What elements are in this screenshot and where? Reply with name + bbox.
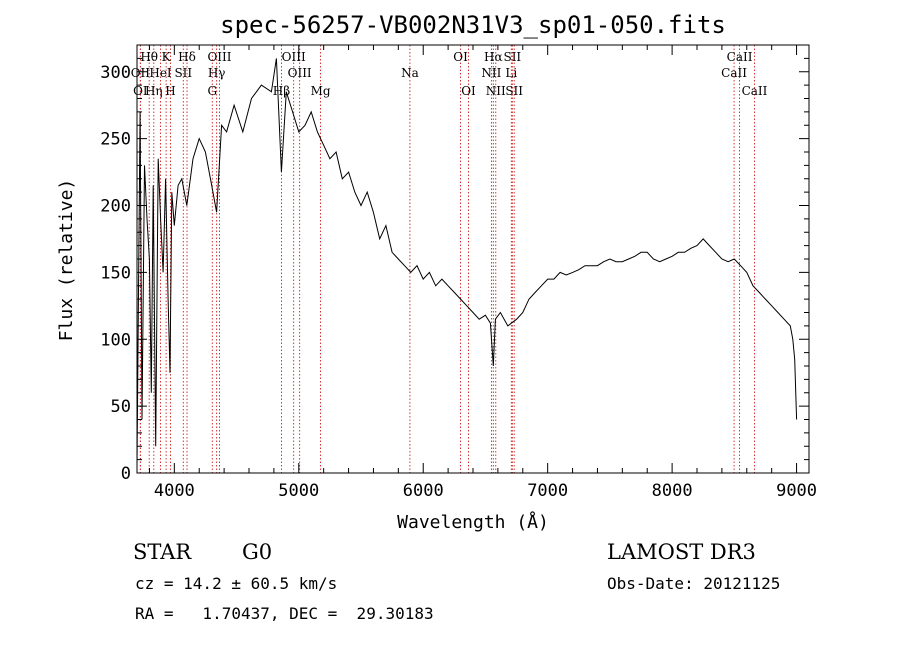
marker-label-8: CaII (727, 50, 753, 64)
marker-label-6: Hα (484, 50, 503, 64)
marker-label-2: Hδ (178, 50, 196, 64)
y-axis-label: Flux (relative) (56, 179, 77, 342)
marker-label-1: K (162, 50, 172, 64)
y-axis: 0 50 100 150 200 250 300 (100, 44, 809, 484)
marker-label-23: Mg (311, 84, 331, 98)
y-tick-label: 250 (100, 130, 131, 150)
marker-label-20: H (165, 84, 175, 98)
marker-label-4: OIII (282, 50, 306, 64)
marker-label-13: OIII (288, 66, 312, 80)
marker-label-5: OI (453, 50, 468, 64)
y-tick-label: 150 (100, 263, 131, 283)
marker-label-7: SII (503, 50, 521, 64)
marker-label-0: Hθ (140, 50, 158, 64)
marker-label-26: SII (505, 84, 523, 98)
x-tick-label: 6000 (403, 481, 444, 501)
x-tick-label: 7000 (527, 481, 568, 501)
y-tick-label: 200 (100, 197, 131, 217)
marker-label-3: OIII (207, 50, 231, 64)
marker-label-24: OI (461, 84, 476, 98)
marker-label-15: NII (481, 66, 501, 80)
redshift-text: cz = 14.2 ± 60.5 km/s (135, 574, 337, 593)
marker-label-9: OII (131, 66, 151, 80)
marker-label-21: G (207, 84, 217, 98)
spectrum-series-line (136, 58, 798, 467)
x-axis-label: Wavelength (Å) (397, 511, 549, 533)
x-tick-label: 5000 (278, 481, 319, 501)
y-tick-label: 50 (111, 397, 131, 417)
marker-label-10: HeI (149, 66, 172, 80)
marker-label-11: SII (174, 66, 192, 80)
obs-date-text: Obs-Date: 20121125 (607, 574, 780, 593)
x-tick-label: 8000 (652, 481, 693, 501)
marker-label-27: CaII (742, 84, 768, 98)
x-tick-label: 9000 (776, 481, 817, 501)
marker-label-17: CaII (721, 66, 747, 80)
marker-label-25: NII (486, 84, 506, 98)
marker-label-16: Li (505, 66, 517, 80)
object-subclass: G0 (242, 540, 272, 564)
y-tick-label: 0 (121, 464, 131, 484)
x-tick-label: 4000 (154, 481, 195, 501)
marker-label-19: Hη (145, 84, 163, 98)
marker-label-14: Na (401, 66, 419, 80)
coordinates-text: RA = 1.70437, DEC = 29.30183 (135, 604, 434, 623)
info-panel: STAR G0 LAMOST DR3 cz = 14.2 ± 60.5 km/s… (133, 540, 780, 623)
object-class: STAR (133, 540, 192, 564)
plot-frame (136, 44, 810, 474)
y-tick-label: 100 (100, 330, 131, 350)
marker-label-12: Hγ (208, 66, 226, 80)
chart-title: spec-56257-VB002N31V3_sp01-050.fits (220, 11, 726, 39)
x-axis: 4000 5000 6000 7000 8000 9000 (148, 45, 817, 501)
y-tick-label: 300 (100, 63, 131, 83)
survey-name: LAMOST DR3 (607, 540, 756, 564)
